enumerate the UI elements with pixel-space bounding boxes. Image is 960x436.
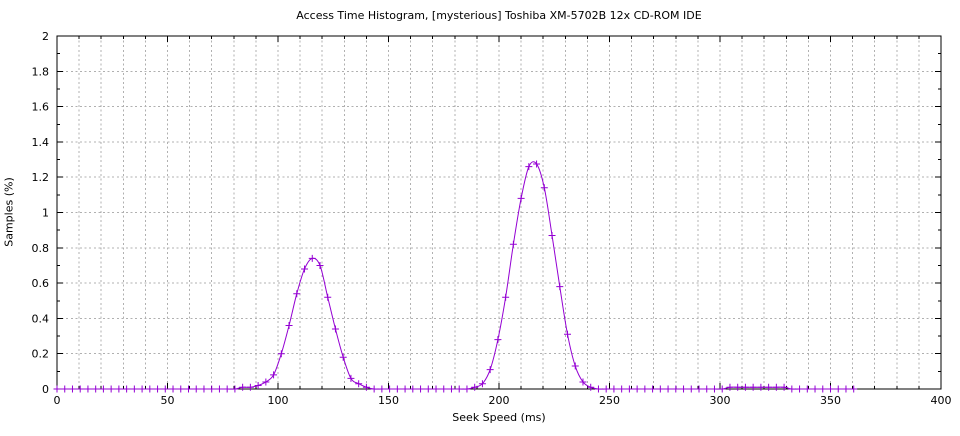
x-tick-label-300: 300 bbox=[710, 394, 731, 407]
y-tick-label-1: 1 bbox=[42, 207, 49, 220]
chart-title: Access Time Histogram, [mysterious] Tosh… bbox=[296, 9, 702, 22]
x-tick-label-50: 50 bbox=[161, 394, 175, 407]
y-tick-label-1.4: 1.4 bbox=[32, 136, 50, 149]
y-tick-label-1.6: 1.6 bbox=[32, 101, 50, 114]
y-tick-labels: 0 0.2 0.4 0.6 0.8 1 1.2 1.4 1.6 1.8 2 bbox=[32, 30, 50, 396]
y-tick-label-0.6: 0.6 bbox=[32, 277, 50, 290]
y-axis-label: Samples (%) bbox=[2, 177, 16, 247]
y-tick-label-0.2: 0.2 bbox=[32, 348, 50, 361]
y-tick-label-0: 0 bbox=[42, 383, 49, 396]
x-tick-label-350: 350 bbox=[820, 394, 841, 407]
x-tick-label-200: 200 bbox=[489, 394, 510, 407]
y-tick-label-1.8: 1.8 bbox=[32, 65, 50, 78]
data-series-line bbox=[57, 161, 854, 390]
grid-layer bbox=[57, 36, 941, 389]
x-tick-labels: 0 50 100 150 200 250 300 350 400 bbox=[54, 394, 952, 407]
x-tick-label-0: 0 bbox=[54, 394, 61, 407]
y-tick-label-0.8: 0.8 bbox=[32, 242, 50, 255]
x-tick-label-150: 150 bbox=[378, 394, 399, 407]
data-point-markers bbox=[53, 160, 858, 393]
x-tick-label-100: 100 bbox=[268, 394, 289, 407]
y-tick-label-0.4: 0.4 bbox=[32, 312, 50, 325]
plot-border bbox=[56, 35, 942, 390]
x-tick-label-250: 250 bbox=[599, 394, 620, 407]
y-tick-label-1.2: 1.2 bbox=[32, 171, 50, 184]
x-tick-label-400: 400 bbox=[931, 394, 952, 407]
x-axis-label: Seek Speed (ms) bbox=[452, 411, 546, 424]
y-tick-label-2: 2 bbox=[42, 30, 49, 43]
